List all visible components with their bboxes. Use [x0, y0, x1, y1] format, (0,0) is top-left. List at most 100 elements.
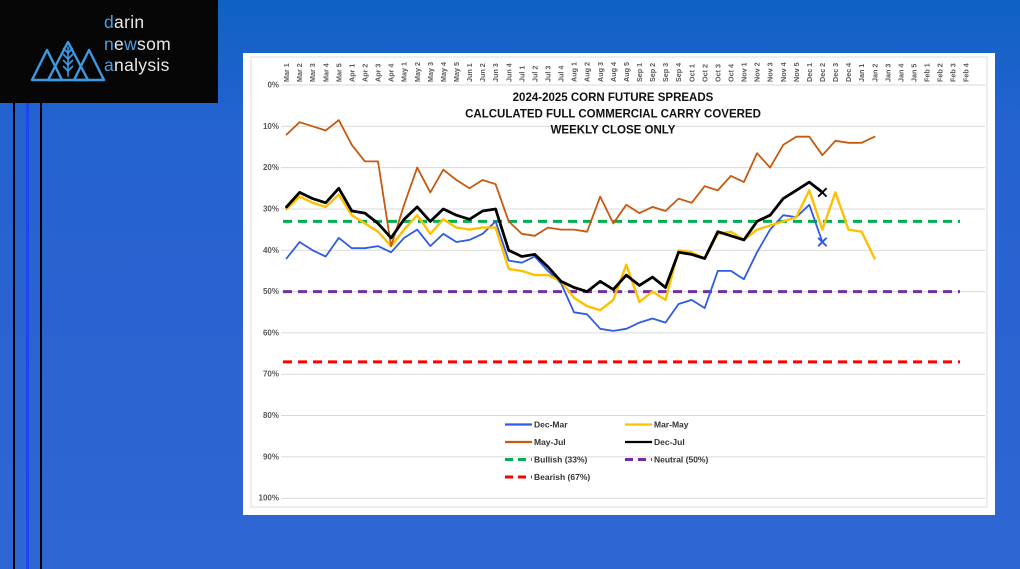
- svg-text:Dec 4: Dec 4: [844, 63, 853, 82]
- wheat-mountains-icon: [30, 40, 106, 82]
- legend-item-may-jul: May-Jul: [505, 437, 566, 447]
- svg-text:Neutral (50%): Neutral (50%): [654, 455, 708, 465]
- series-line-mar-may: [285, 189, 876, 312]
- svg-text:0%: 0%: [267, 81, 279, 90]
- end-x-marker-dec-mar: [817, 237, 828, 247]
- corn-spreads-chart: 0%10%20%30%40%50%60%70%80%90%100%Mar 1 Ma…: [250, 56, 988, 508]
- svg-text:Sep 4: Sep 4: [674, 63, 683, 82]
- svg-text:Oct 4: Oct 4: [727, 64, 736, 82]
- chart-title: 2024-2025 CORN FUTURE SPREADS CALCULATED …: [465, 92, 761, 137]
- svg-text:Aug 2: Aug 2: [583, 62, 592, 82]
- svg-text:Nov 5: Nov 5: [792, 62, 801, 82]
- svg-text:Mar 3: Mar 3: [308, 63, 317, 82]
- logo-text-line: newsom: [104, 33, 172, 54]
- svg-text:Sep 3: Sep 3: [661, 63, 670, 82]
- svg-text:Aug 1: Aug 1: [570, 62, 579, 82]
- svg-text:Nov 4: Nov 4: [779, 62, 788, 82]
- svg-text:Nov 3: Nov 3: [766, 62, 775, 82]
- svg-text:Mar 1: Mar 1: [282, 63, 291, 82]
- svg-text:Feb 1: Feb 1: [923, 63, 932, 82]
- svg-text:30%: 30%: [263, 204, 279, 213]
- svg-text:Feb 3: Feb 3: [949, 63, 958, 82]
- y-axis-labels: 0% 10% 20% 30% 40% 50% 60% 70% 80% 90% 100%: [259, 81, 279, 503]
- svg-text:90%: 90%: [263, 452, 279, 461]
- svg-text:80%: 80%: [263, 411, 279, 420]
- svg-text:100%: 100%: [259, 494, 279, 503]
- svg-text:Dec 3: Dec 3: [831, 63, 840, 82]
- svg-text:Oct 1: Oct 1: [687, 64, 696, 82]
- svg-text:Sep 2: Sep 2: [648, 63, 657, 82]
- svg-text:Jul 4: Jul 4: [557, 66, 566, 82]
- legend-item-bullish-33: Bullish (33%): [505, 455, 588, 465]
- logo-text-line: darin: [104, 12, 145, 32]
- svg-text:Aug 3: Aug 3: [596, 62, 605, 82]
- svg-text:Jun 1: Jun 1: [465, 63, 474, 82]
- svg-text:WEEKLY CLOSE ONLY: WEEKLY CLOSE ONLY: [551, 125, 676, 137]
- logo-text: darin newsom analysis: [104, 12, 171, 77]
- svg-text:Apr 2: Apr 2: [361, 64, 370, 82]
- legend: Dec-Mar Mar-May May-Jul Dec-Jul Bullish (33%…: [505, 420, 708, 482]
- svg-text:Dec 2: Dec 2: [818, 63, 827, 82]
- chart-panel: 0% 10% 20% 30% 40% 50% 60% 70% 80% 90% 100% Mar 1 Ma…: [243, 53, 995, 515]
- svg-text:Mar-May: Mar-May: [654, 420, 689, 430]
- svg-text:Dec 1: Dec 1: [805, 63, 814, 82]
- svg-text:60%: 60%: [263, 328, 279, 337]
- svg-text:May 2: May 2: [413, 62, 422, 82]
- svg-text:50%: 50%: [263, 287, 279, 296]
- svg-text:Feb 4: Feb 4: [962, 63, 971, 82]
- svg-text:May 1: May 1: [400, 62, 409, 82]
- left-stripe-black-1: [13, 103, 15, 569]
- svg-text:Sep 1: Sep 1: [635, 63, 644, 82]
- svg-text:Jun 4: Jun 4: [504, 63, 513, 82]
- svg-text:Jan 1: Jan 1: [857, 64, 866, 82]
- svg-text:Oct 2: Oct 2: [700, 64, 709, 82]
- svg-text:Feb 2: Feb 2: [936, 63, 945, 82]
- series-line-may-jul: [285, 119, 876, 248]
- svg-text:Apr 1: Apr 1: [347, 64, 356, 82]
- svg-text:Mar 2: Mar 2: [295, 63, 304, 82]
- svg-text:May 4: May 4: [439, 62, 448, 82]
- svg-text:2024-2025 CORN FUTURE SPREADS: 2024-2025 CORN FUTURE SPREADS: [513, 92, 714, 104]
- svg-text:Jul 2: Jul 2: [530, 66, 539, 82]
- y-gridlines: [281, 84, 985, 499]
- svg-text:Jan 2: Jan 2: [870, 64, 879, 82]
- legend-item-bearish-67: Bearish (67%): [505, 472, 590, 482]
- dna-logo: darin newsom analysis: [0, 0, 218, 103]
- svg-text:Nov 2: Nov 2: [753, 62, 762, 82]
- svg-text:Dec-Jul: Dec-Jul: [654, 437, 685, 447]
- left-stripe-black-2: [40, 103, 42, 569]
- series-line-dec-jul: [285, 180, 824, 294]
- svg-text:Dec-Mar: Dec-Mar: [534, 420, 568, 430]
- svg-text:May 3: May 3: [426, 62, 435, 82]
- svg-text:Apr 4: Apr 4: [387, 64, 396, 82]
- left-stripe-blue: [26, 103, 29, 569]
- svg-text:Jul 1: Jul 1: [517, 66, 526, 82]
- svg-text:May-Jul: May-Jul: [534, 437, 566, 447]
- svg-text:Bearish (67%): Bearish (67%): [534, 472, 590, 482]
- plot-border: [250, 56, 988, 508]
- logo-text-line: analysis: [104, 55, 170, 75]
- svg-text:Jan 5: Jan 5: [910, 64, 919, 82]
- svg-text:Mar 4: Mar 4: [321, 63, 330, 82]
- svg-text:Mar 5: Mar 5: [334, 63, 343, 82]
- svg-text:Nov 1: Nov 1: [740, 62, 749, 82]
- svg-text:Jan 3: Jan 3: [883, 64, 892, 82]
- svg-text:Oct 3: Oct 3: [713, 64, 722, 82]
- svg-text:Jan 4: Jan 4: [896, 64, 905, 82]
- legend-item-dec-jul: Dec-Jul: [625, 437, 685, 447]
- svg-text:May 5: May 5: [452, 62, 461, 82]
- svg-text:Apr 3: Apr 3: [374, 64, 383, 82]
- svg-text:20%: 20%: [263, 163, 279, 172]
- legend-item-mar-may: Mar-May: [625, 420, 689, 430]
- svg-text:CALCULATED FULL COMMERCIAL CAR: CALCULATED FULL COMMERCIAL CARRY COVERED: [465, 108, 761, 120]
- svg-text:Jul 3: Jul 3: [544, 66, 553, 82]
- legend-item-neutral-50: Neutral (50%): [625, 455, 708, 465]
- svg-text:Bullish (33%): Bullish (33%): [534, 455, 588, 465]
- svg-text:Aug 4: Aug 4: [609, 62, 618, 82]
- svg-text:10%: 10%: [263, 122, 279, 131]
- svg-text:Jun 2: Jun 2: [478, 63, 487, 82]
- x-axis-labels: Mar 1 Mar 2 Mar 3 Mar 4 Mar 5 Apr 1 Apr 2 Apr 3…: [282, 62, 971, 82]
- svg-text:Aug 5: Aug 5: [622, 62, 631, 82]
- svg-text:70%: 70%: [263, 370, 279, 379]
- svg-text:Jun 3: Jun 3: [491, 63, 500, 82]
